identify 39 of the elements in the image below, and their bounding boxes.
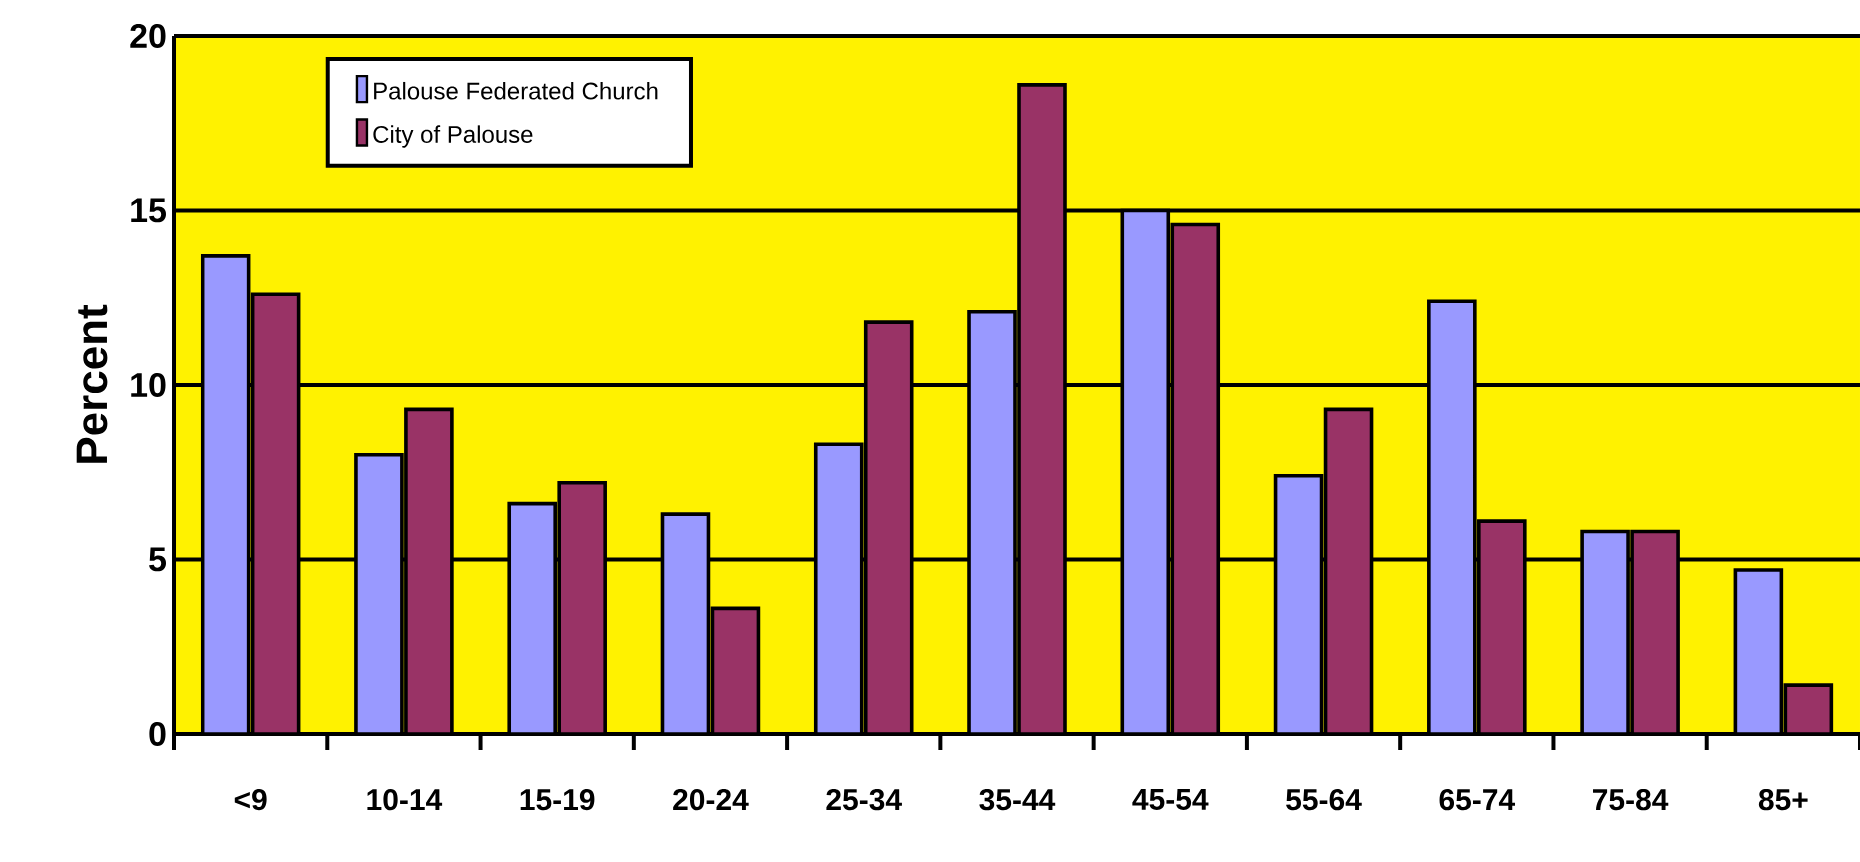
y-axis-title: Percent	[76, 304, 108, 463]
x-tick-label: 85+	[1758, 789, 1808, 811]
y-tick-label: 20	[130, 23, 166, 49]
bar	[969, 311, 1015, 734]
x-tick-label: 55-64	[1286, 789, 1362, 811]
bar	[1632, 531, 1679, 734]
bar	[712, 608, 759, 734]
bar	[509, 503, 556, 734]
bar	[1325, 409, 1372, 734]
legend-label: City of Palouse	[373, 125, 533, 148]
bar	[815, 444, 862, 734]
x-tick-label: 35-44	[979, 789, 1056, 811]
bar	[1582, 531, 1629, 734]
x-tick-label: 45-54	[1132, 789, 1209, 810]
x-tick-label: 10-14	[367, 789, 443, 811]
bar	[355, 454, 402, 734]
bar	[1019, 84, 1065, 734]
y-tick-label: 0	[149, 721, 166, 747]
bar	[662, 514, 709, 734]
bar	[202, 255, 249, 734]
x-tick-label: 25-34	[826, 789, 902, 811]
x-tick-label: 15-19	[520, 789, 595, 811]
bar	[1122, 210, 1169, 734]
x-tick-label: 20-24	[673, 789, 749, 811]
bar	[1172, 224, 1219, 734]
y-tick-label: 15	[131, 198, 166, 223]
y-tick-label: 5	[149, 547, 167, 572]
bar	[559, 482, 606, 734]
x-tick-label: 65-74	[1439, 789, 1516, 811]
legend-label: Palouse Federated Church	[374, 81, 658, 100]
bar	[865, 322, 912, 734]
bar	[1478, 521, 1525, 734]
bar	[1428, 301, 1475, 734]
bar	[252, 294, 299, 734]
bar	[405, 409, 452, 734]
x-tick-label: <9	[234, 789, 267, 811]
x-tick-label: 75-84	[1593, 789, 1669, 811]
bar	[1275, 475, 1322, 734]
y-tick-label: 10	[131, 372, 166, 398]
